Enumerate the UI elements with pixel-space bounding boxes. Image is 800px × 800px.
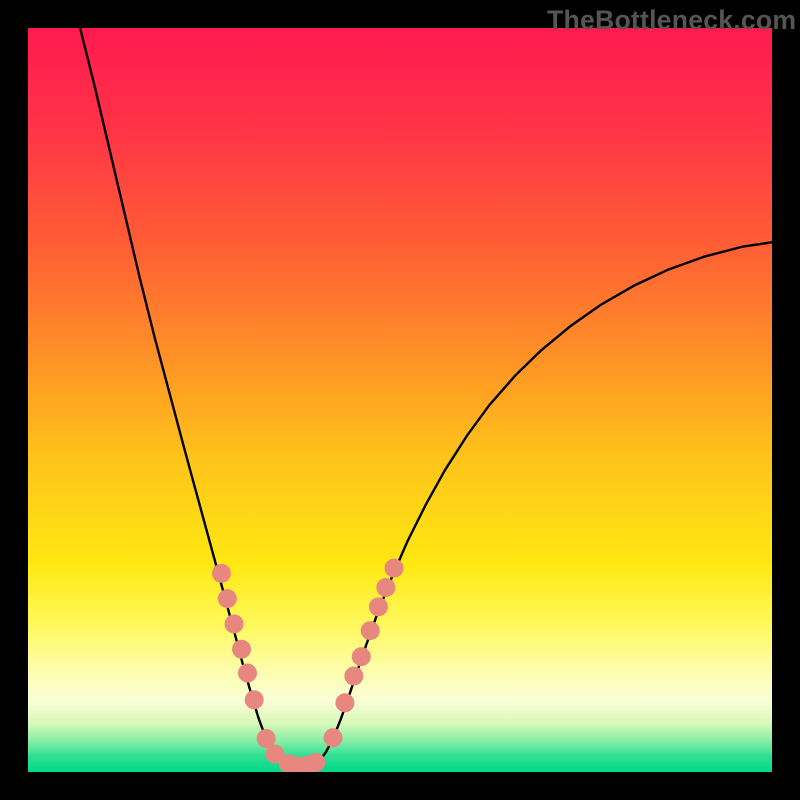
data-marker (232, 640, 251, 659)
data-marker (212, 564, 231, 583)
chart-frame (28, 28, 772, 772)
data-marker (352, 647, 371, 666)
data-marker (344, 667, 363, 686)
watermark-text: TheBottleneck.com (547, 5, 796, 36)
data-marker (225, 614, 244, 633)
data-marker (376, 578, 395, 597)
data-marker (245, 690, 264, 709)
data-marker (369, 597, 388, 616)
data-marker (218, 589, 237, 608)
plot-svg (28, 28, 772, 772)
data-marker (361, 621, 380, 640)
data-marker (306, 753, 325, 772)
plot-area (28, 28, 772, 772)
gradient-background (28, 28, 772, 772)
data-marker (335, 693, 354, 712)
data-marker (238, 664, 257, 683)
data-marker (324, 728, 343, 747)
data-marker (385, 559, 404, 578)
